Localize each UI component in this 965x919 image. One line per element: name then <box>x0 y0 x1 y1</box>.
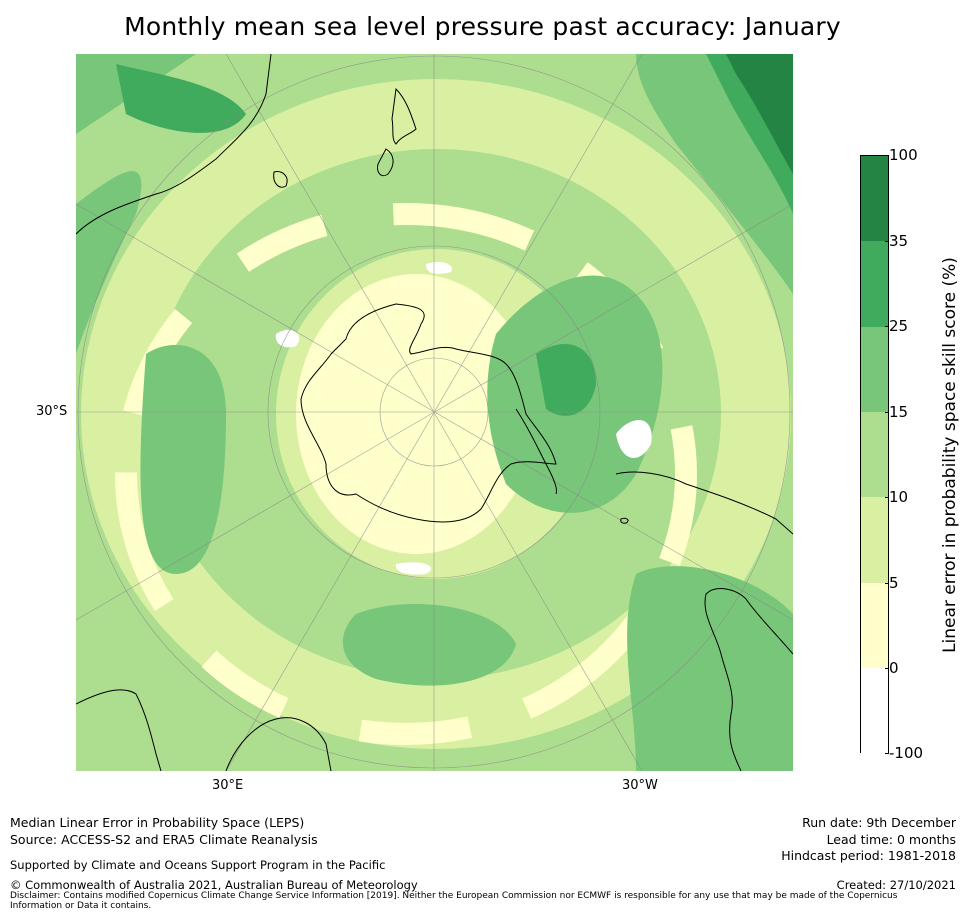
coast-antarctica <box>300 303 557 523</box>
graticule <box>76 54 793 771</box>
coast-new-zealand-north <box>391 87 417 145</box>
footer-support: Supported by Climate and Oceans Support … <box>10 858 386 872</box>
colorbar-tick: 0 <box>885 659 899 677</box>
skill-region-east-lobe-dark <box>536 344 596 416</box>
skill-region-south-blob <box>342 604 516 686</box>
coast-south-america <box>615 471 793 771</box>
skill-region-southeast <box>627 566 793 771</box>
lon-label-30w: 30°W <box>622 778 658 793</box>
footer-run-date: Run date: 9th December <box>802 815 956 830</box>
colorbar-bin-0-5 <box>861 583 888 668</box>
colorbar-bin-25-35 <box>861 241 888 327</box>
colorbar-bin-15-25 <box>861 327 888 412</box>
map-panel <box>76 54 793 771</box>
footer-leps: Median Linear Error in Probability Space… <box>10 815 305 830</box>
colorbar-tick: 100 <box>885 146 918 164</box>
footer-source: Source: ACCESS-S2 and ERA5 Climate Reana… <box>10 832 318 847</box>
colorbar <box>860 155 889 754</box>
coast-australia <box>76 54 272 235</box>
disclaimer-line-1: Disclaimer: Contains modified Copernicus… <box>10 891 898 901</box>
skill-region-northwest-dark <box>116 64 246 133</box>
lat-label-30s: 30°S <box>36 404 68 419</box>
skill-ring-outer-light <box>115 203 697 745</box>
map-title: Monthly mean sea level pressure past acc… <box>124 12 841 41</box>
skill-white-patch-1 <box>616 420 652 458</box>
colorbar-tick: -100 <box>884 744 924 762</box>
footer-copyright: © Commonwealth of Australia 2021, Austra… <box>10 878 418 892</box>
coast-tasmania <box>273 171 288 188</box>
colorbar-tick: 5 <box>885 574 899 592</box>
colorbar-bin-5-10 <box>861 497 888 583</box>
coast-new-zealand-south <box>377 148 394 177</box>
skill-region-west-ring <box>76 54 196 354</box>
colorbar-tick: 35 <box>884 232 909 250</box>
map-svg <box>76 54 793 771</box>
skill-region-west-blob <box>140 344 226 574</box>
skill-white-patch-3 <box>275 329 300 348</box>
colorbar-bin-35-100 <box>861 156 888 241</box>
lon-label-30e: 30°E <box>212 778 244 793</box>
skill-region-northeast-darkest <box>726 54 793 174</box>
colorbar-bin-10-15 <box>861 412 888 497</box>
colorbar-label: Linear error in probability space skill … <box>940 257 960 653</box>
coast-falklands <box>620 517 629 524</box>
footer-created: Created: 27/10/2021 <box>836 878 956 892</box>
colorbar-bin-neg100-0 <box>861 668 888 754</box>
colorbar-tick: 15 <box>884 403 909 421</box>
skill-white-patch-4 <box>395 562 432 575</box>
colorbar-tick: 25 <box>884 317 909 335</box>
footer-disclaimer: Disclaimer: Contains modified Copernicus… <box>10 891 950 911</box>
skill-white-patch-2 <box>426 261 452 274</box>
skill-ring-yellow <box>81 79 791 749</box>
coast-africa <box>76 689 332 771</box>
coastlines <box>76 54 793 771</box>
footer-hindcast: Hindcast period: 1981-2018 <box>781 848 956 863</box>
disclaimer-line-2: Information or Data it contains. <box>10 901 152 911</box>
colorbar-tick: 10 <box>884 488 909 506</box>
coast-antarctic-peninsula <box>515 408 557 495</box>
skill-inner-lighter <box>296 274 536 554</box>
footer-lead-time: Lead time: 0 months <box>826 832 956 847</box>
